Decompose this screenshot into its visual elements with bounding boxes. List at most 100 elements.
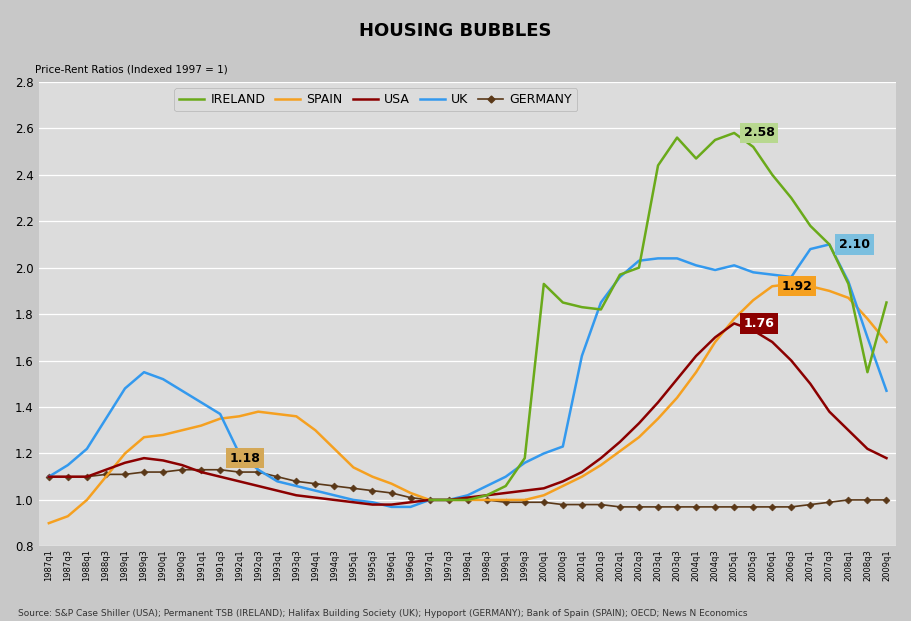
USA [843,427,854,434]
GERMANY [519,499,530,506]
SPAIN [443,496,454,504]
GERMANY [748,503,759,510]
IRELAND [443,496,454,504]
USA [425,496,435,504]
IRELAND [671,134,682,142]
UK [62,461,73,469]
SPAIN [615,447,626,455]
GERMANY [81,473,92,481]
Text: Source: S&P Case Shiller (USA); Permanent TSB (IRELAND); Halifax Building Societ: Source: S&P Case Shiller (USA); Permanen… [18,609,748,618]
SPAIN [862,315,873,322]
GERMANY [804,501,815,509]
GERMANY [271,473,282,481]
IRELAND [596,306,607,313]
GERMANY [62,473,73,481]
USA [596,455,607,462]
USA [177,461,188,469]
USA [310,494,321,501]
USA [729,320,740,327]
USA [577,468,588,476]
Line: IRELAND: IRELAND [430,133,886,500]
USA [500,489,511,497]
USA [652,399,663,406]
USA [748,327,759,334]
UK [81,445,92,453]
IRELAND [558,299,568,306]
GERMANY [310,480,321,487]
SPAIN [405,489,416,497]
UK [310,487,321,494]
GERMANY [138,468,149,476]
IRELAND [633,264,644,271]
GERMANY [577,501,588,509]
IRELAND [691,155,701,162]
UK [500,473,511,481]
UK [804,245,815,253]
UK [481,483,492,490]
IRELAND [652,161,663,169]
USA [44,473,55,481]
UK [691,261,701,269]
GERMANY [177,466,188,473]
GERMANY [425,496,435,504]
USA [386,501,397,509]
GERMANY [633,503,644,510]
USA [329,496,340,504]
UK [615,273,626,281]
UK [367,499,378,506]
SPAIN [596,461,607,469]
SPAIN [729,315,740,322]
SPAIN [62,512,73,520]
UK [538,450,549,457]
USA [348,499,359,506]
IRELAND [824,241,834,248]
SPAIN [100,473,111,481]
SPAIN [310,427,321,434]
SPAIN [329,445,340,453]
GERMANY [481,496,492,504]
SPAIN [348,464,359,471]
UK [671,255,682,262]
USA [100,466,111,473]
SPAIN [538,492,549,499]
SPAIN [386,480,397,487]
UK [843,278,854,285]
UK [710,266,721,274]
IRELAND [729,129,740,137]
USA [671,376,682,383]
USA [862,445,873,453]
GERMANY [596,501,607,509]
UK [652,255,663,262]
USA [786,357,797,365]
USA [215,473,226,481]
UK [100,415,111,422]
IRELAND [577,304,588,311]
UK [824,241,834,248]
UK [729,261,740,269]
Text: 1.76: 1.76 [743,317,774,330]
GERMANY [291,478,302,485]
USA [824,408,834,415]
IRELAND [519,455,530,462]
UK [881,387,892,394]
SPAIN [81,496,92,504]
SPAIN [824,287,834,294]
USA [558,478,568,485]
SPAIN [44,519,55,527]
USA [462,494,473,501]
SPAIN [215,415,226,422]
USA [367,501,378,509]
UK [348,496,359,504]
Text: Price-Rent Ratios (Indexed 1997 = 1): Price-Rent Ratios (Indexed 1997 = 1) [35,65,228,75]
USA [443,496,454,504]
SPAIN [767,283,778,290]
UK [558,443,568,450]
SPAIN [843,294,854,302]
GERMANY [252,468,263,476]
UK [291,483,302,490]
SPAIN [500,496,511,504]
GERMANY [119,471,130,478]
USA [252,483,263,490]
SPAIN [119,450,130,457]
UK [767,271,778,278]
